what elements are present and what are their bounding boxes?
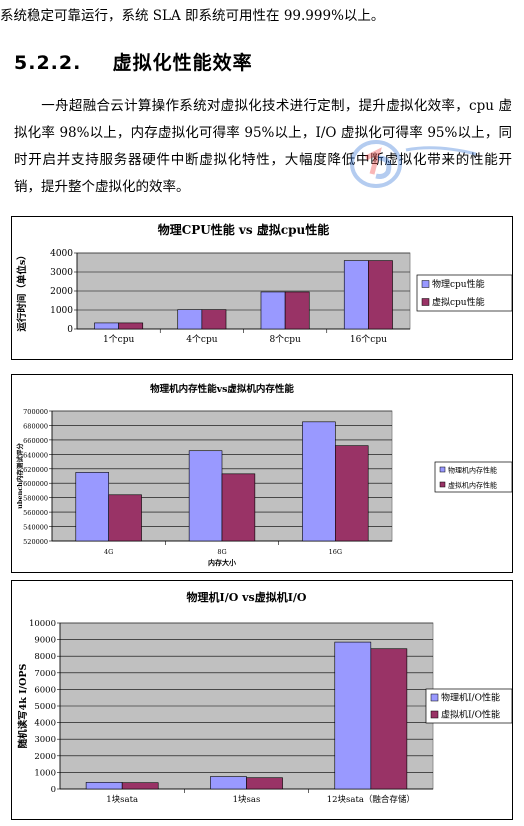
chart-title: 物理CPU性能 vs 虚拟cpu性能 bbox=[158, 222, 330, 237]
chart-title: 物理机I/O vs虚拟机I/O bbox=[187, 590, 307, 604]
legend-swatch bbox=[439, 481, 446, 488]
legend-label: 物理机I/O性能 bbox=[441, 692, 500, 704]
chart-cpu: 物理CPU性能 vs 虚拟cpu性能 0 1000 2000 3000 4000 1个cpu… bbox=[16, 222, 513, 345]
bar bbox=[210, 776, 247, 790]
section-number: 5.2.2. bbox=[14, 52, 82, 74]
bar bbox=[201, 309, 227, 330]
chart-io: 物理机I/O vs虚拟机I/O 0 1000 2000 3000 4000 5000 6000… bbox=[17, 590, 513, 805]
chart-title: 物理机内存性能vs虚拟机内存性能 bbox=[150, 383, 294, 395]
bar bbox=[75, 472, 109, 542]
x-tick-label: 12块sata（融合存储） bbox=[327, 794, 415, 805]
y-tick-label: 3000 bbox=[34, 735, 56, 745]
legend-box bbox=[434, 461, 513, 493]
legend-label: 虚拟cpu性能 bbox=[432, 296, 485, 308]
chart-io-container: 物理机I/O vs虚拟机I/O 0 1000 2000 3000 4000 5000 6000… bbox=[11, 580, 513, 820]
y-tick-label: 520000 bbox=[23, 538, 48, 546]
bar bbox=[246, 777, 283, 790]
y-tick-label: 4000 bbox=[34, 719, 56, 729]
y-axis-label: 随机读写4k I/OPS bbox=[17, 664, 29, 749]
bar bbox=[334, 641, 372, 790]
y-tick-label: 2000 bbox=[50, 287, 73, 297]
bar bbox=[302, 421, 336, 542]
legend-swatch bbox=[439, 466, 446, 473]
y-tick-label: 3000 bbox=[50, 268, 73, 278]
y-tick-label: 560000 bbox=[23, 509, 48, 517]
legend-box bbox=[416, 274, 513, 312]
watermark-logo bbox=[350, 140, 477, 188]
bar bbox=[118, 322, 144, 330]
y-tick-label: 660000 bbox=[23, 437, 48, 445]
chart-memory-container: 物理机内存性能vs虚拟机内存性能 520000 540000 560000 580000… bbox=[11, 374, 513, 573]
y-tick-label: 600000 bbox=[23, 480, 48, 488]
chart-memory: 物理机内存性能vs虚拟机内存性能 520000 540000 560000 580000… bbox=[15, 383, 513, 567]
bar bbox=[121, 782, 159, 790]
top-line-text: 系统稳定可靠运行，系统 SLA 即系统可用性在 99.999%以上。 bbox=[0, 8, 385, 24]
bar bbox=[370, 648, 408, 790]
bar bbox=[85, 782, 123, 790]
x-tick-label: 4个cpu bbox=[186, 334, 218, 345]
y-tick-label: 4000 bbox=[50, 249, 73, 259]
x-tick-label: 1块sas bbox=[233, 794, 261, 805]
x-tick-label: 1个cpu bbox=[103, 334, 135, 345]
bar bbox=[284, 291, 310, 330]
y-tick-label: 0 bbox=[51, 785, 56, 795]
y-axis-label: 运行时间（单位s） bbox=[16, 250, 28, 331]
bar bbox=[177, 309, 203, 330]
y-tick-label: 540000 bbox=[23, 524, 48, 532]
y-tick-label: 680000 bbox=[23, 422, 48, 430]
y-tick-label: 5000 bbox=[34, 702, 56, 712]
y-tick-label: 700000 bbox=[23, 408, 48, 416]
y-tick-label: 580000 bbox=[23, 495, 48, 503]
section-heading: 5.2.2. 虚拟化性能效率 bbox=[14, 48, 253, 75]
legend-swatch bbox=[421, 298, 430, 306]
legend-swatch bbox=[421, 280, 430, 288]
y-tick-label: 640000 bbox=[23, 451, 48, 459]
x-tick-label: 8个cpu bbox=[269, 334, 301, 345]
legend-label: 物理cpu性能 bbox=[432, 278, 485, 290]
bar bbox=[335, 445, 369, 542]
bar bbox=[368, 260, 393, 330]
y-tick-label: 10000 bbox=[29, 619, 56, 629]
y-tick-label: 8000 bbox=[34, 652, 56, 662]
x-tick-label: 16G bbox=[329, 548, 342, 556]
legend-swatch bbox=[430, 710, 439, 719]
x-tick-label: 16个cpu bbox=[350, 334, 387, 345]
legend-swatch bbox=[430, 693, 439, 702]
y-tick-label: 1000 bbox=[34, 768, 56, 778]
x-tick-label: 8G bbox=[217, 548, 226, 556]
paragraph-text: 一舟超融合云计算操作系统对虚拟化技术进行定制，提升虚拟化效率，cpu 虚拟化率 … bbox=[14, 98, 512, 195]
bar bbox=[108, 494, 142, 542]
y-tick-label: 9000 bbox=[34, 636, 56, 646]
legend-label: 虚拟机I/O性能 bbox=[441, 709, 500, 721]
x-tick-label: 4G bbox=[104, 548, 113, 556]
section-title: 虚拟化性能效率 bbox=[112, 52, 253, 74]
bar bbox=[188, 450, 223, 542]
bar bbox=[221, 473, 256, 542]
y-tick-label: 2000 bbox=[34, 752, 56, 762]
bar bbox=[260, 291, 286, 330]
bar bbox=[343, 260, 369, 330]
y-tick-label: 620000 bbox=[23, 466, 48, 474]
x-axis-label: 内存大小 bbox=[208, 558, 236, 567]
legend-label: 物理机内存性能 bbox=[448, 466, 497, 475]
legend-box bbox=[425, 688, 513, 724]
chart-cpu-container: 物理CPU性能 vs 虚拟cpu性能 0 1000 2000 3000 4000 1个cpu… bbox=[11, 216, 513, 360]
y-tick-label: 7000 bbox=[34, 669, 56, 679]
y-axis-label: ubench内存测试评分 bbox=[15, 443, 24, 509]
x-tick-label: 1块sata bbox=[106, 794, 138, 805]
legend-label: 虚拟机内存性能 bbox=[448, 481, 497, 490]
body-paragraph: 一舟超融合云计算操作系统对虚拟化技术进行定制，提升虚拟化效率，cpu 虚拟化率 … bbox=[14, 93, 512, 201]
y-tick-label: 0 bbox=[67, 325, 73, 335]
y-tick-label: 6000 bbox=[34, 685, 56, 695]
y-tick-label: 1000 bbox=[50, 306, 73, 316]
bar bbox=[94, 322, 119, 330]
